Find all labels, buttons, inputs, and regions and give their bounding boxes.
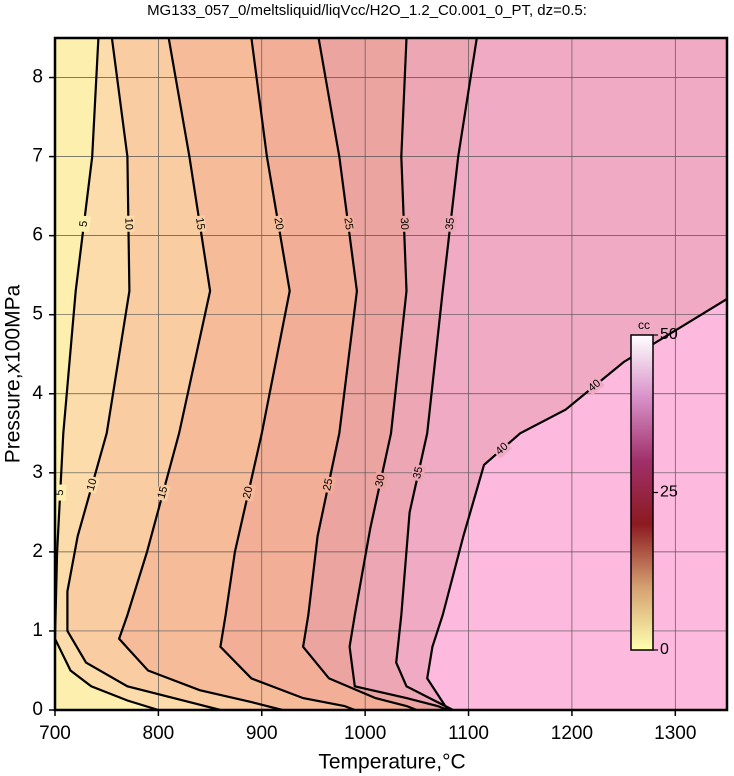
- contour-label-bg: [443, 215, 458, 233]
- chart-title: MG133_057_0/meltsliquid/liqVcc/H2O_1.2_C…: [147, 2, 587, 19]
- contour-line: [348, 38, 449, 710]
- y-tick-label: 7: [32, 146, 43, 167]
- contour-label: 20: [271, 217, 285, 231]
- colorbar-tick-label: 0: [660, 641, 669, 658]
- colorbar-tick-label: 25: [660, 484, 678, 501]
- colorbar: [630, 334, 654, 651]
- contour-line: [117, 38, 283, 710]
- contour-label-bg: [155, 483, 171, 502]
- y-tick-label: 3: [32, 462, 43, 483]
- contour-band: [55, 38, 221, 710]
- contour-label-bg: [584, 376, 605, 396]
- contour-label: 35: [411, 466, 425, 481]
- x-tick-label: 1200: [551, 723, 593, 744]
- x-tick-label: 800: [143, 723, 175, 744]
- contour-label-bg: [397, 215, 411, 233]
- x-tick-label: 700: [39, 723, 71, 744]
- contour-label-bg: [122, 215, 135, 232]
- y-tick-label: 6: [32, 225, 43, 246]
- x-tick-label: 1300: [654, 723, 696, 744]
- contour-label: 25: [321, 477, 335, 491]
- y-tick-label: 5: [32, 304, 43, 325]
- contour-label: 10: [122, 218, 134, 230]
- contour-label: 35: [444, 217, 457, 231]
- contour-label-bg: [240, 483, 256, 502]
- contour-label: 15: [156, 485, 171, 500]
- x-tick-label: 900: [246, 723, 278, 744]
- contour-label-bg: [492, 439, 513, 459]
- y-axis-label: Pressure,x100MPa: [2, 284, 25, 463]
- contour-label-bg: [77, 215, 91, 233]
- contour-band: [55, 38, 159, 710]
- contour-label-bg: [84, 475, 101, 495]
- contour-label-bg: [55, 484, 67, 501]
- contour-label-bg: [192, 214, 207, 233]
- y-tick-label: 2: [32, 541, 43, 562]
- contour-label: 20: [241, 485, 255, 500]
- contour-line: [301, 38, 418, 710]
- contour-label-bg: [410, 463, 426, 482]
- x-axis-label: Temperature,°C: [318, 751, 465, 774]
- colorbar-label: cc: [638, 318, 650, 332]
- contour-label: 15: [193, 217, 207, 231]
- y-tick-label: 8: [32, 67, 43, 88]
- y-tick-label: 1: [32, 620, 43, 641]
- x-tick-label: 1100: [448, 723, 489, 744]
- contour-line: [219, 38, 356, 710]
- colorbar-tick-label: 50: [660, 326, 678, 343]
- contour-label: 5: [54, 489, 66, 496]
- contour-label-bg: [320, 475, 336, 494]
- plot-frame: [53, 36, 729, 712]
- y-tick-label: 4: [32, 383, 43, 404]
- contour-label: 5: [78, 220, 91, 228]
- y-tick-label: 0: [32, 699, 43, 720]
- contour-label: 30: [373, 473, 387, 488]
- contour-label: 10: [85, 477, 100, 492]
- contour-label-bg: [271, 214, 286, 233]
- contour-label-bg: [341, 215, 356, 233]
- contour-line: [66, 38, 221, 710]
- x-tick-label: 1000: [344, 723, 386, 744]
- contour-line: [426, 297, 727, 710]
- contour-label-bg: [373, 471, 389, 490]
- contour-label: 25: [341, 217, 354, 231]
- contour-label: 30: [398, 217, 410, 230]
